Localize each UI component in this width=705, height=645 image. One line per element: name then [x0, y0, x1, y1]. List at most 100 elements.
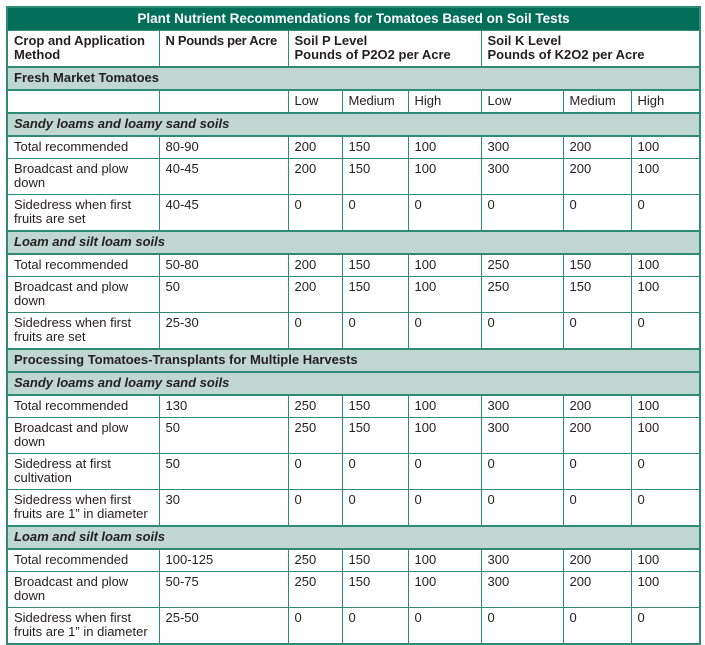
- npk-value-cell: 300: [480, 158, 564, 195]
- npk-value-cell: 0: [630, 194, 701, 232]
- table-row: Loam and silt loam soils: [6, 525, 701, 550]
- n-value-cell: 25-30: [158, 312, 289, 350]
- npk-value-cell: 100: [407, 394, 482, 418]
- table-row: Loam and silt loam soils: [6, 230, 701, 255]
- n-value-cell: 130: [158, 394, 289, 418]
- npk-value-cell: 0: [562, 194, 632, 232]
- level-header-cell: Low: [287, 89, 343, 114]
- npk-value-cell: 0: [407, 607, 482, 645]
- npk-value-cell: 100: [407, 571, 482, 608]
- npk-value-cell: 250: [480, 276, 564, 313]
- npk-value-cell: 0: [480, 489, 564, 527]
- npk-value-cell: 100: [407, 548, 482, 572]
- col-header-soil-k: Soil K Level Pounds of K2O2 per Acre: [480, 30, 701, 68]
- table-row: Sidedress when first fruits are 1” in di…: [6, 489, 701, 527]
- application-method-cell: Broadcast and plow down: [6, 417, 160, 454]
- application-method-cell: Sidedress when first fruits are set: [6, 312, 160, 350]
- level-header-cell: Medium: [341, 89, 409, 114]
- npk-value-cell: 0: [480, 453, 564, 490]
- npk-value-cell: 250: [287, 394, 343, 418]
- n-value-cell: 50: [158, 453, 289, 490]
- nutrient-table: Plant Nutrient Recommendations for Tomat…: [6, 6, 702, 645]
- table-row: Total recommended 100-125 250 150 100 300 200 1…: [6, 548, 701, 572]
- npk-value-cell: 200: [562, 158, 632, 195]
- application-method-cell: Total recommended: [6, 548, 160, 572]
- npk-value-cell: 0: [341, 312, 409, 350]
- table-row: Total recommended 130 250 150 100 300 200 100: [6, 394, 701, 418]
- npk-value-cell: 300: [480, 135, 564, 159]
- soil-k-units-label: Pounds of K2O2 per Acre: [487, 47, 645, 62]
- npk-value-cell: 0: [341, 489, 409, 527]
- npk-value-cell: 0: [287, 607, 343, 645]
- n-value-cell: 30: [158, 489, 289, 527]
- npk-value-cell: 150: [341, 276, 409, 313]
- table-row: Sidedress when first fruits are 1” in di…: [6, 607, 701, 645]
- npk-value-cell: 150: [341, 394, 409, 418]
- npk-value-cell: 0: [287, 194, 343, 232]
- npk-value-cell: 150: [341, 417, 409, 454]
- soil-p-level-label: Soil P Level: [294, 33, 368, 48]
- npk-value-cell: 100: [630, 253, 701, 277]
- soil-k-level-label: Soil K Level: [487, 33, 562, 48]
- col-header-crop-method: Crop and Application Method: [6, 30, 160, 68]
- npk-value-cell: 100: [407, 158, 482, 195]
- npk-value-cell: 200: [287, 276, 343, 313]
- table-body: Fresh Market Tomatoes Low Medium High Low Med…: [6, 66, 701, 645]
- table-row: Sandy loams and loamy sand soils: [6, 371, 701, 396]
- npk-value-cell: 0: [562, 312, 632, 350]
- application-method-cell: Total recommended: [6, 394, 160, 418]
- col-header-n-pounds: N Pounds per Acre: [158, 30, 289, 68]
- table-row: Low Medium High Low Medium High: [6, 89, 701, 114]
- empty-cell: [158, 89, 289, 114]
- npk-value-cell: 100: [630, 158, 701, 195]
- table-row: Sandy loams and loamy sand soils: [6, 112, 701, 137]
- npk-value-cell: 150: [562, 253, 632, 277]
- application-method-cell: Sidedress when first fruits are 1” in di…: [6, 607, 160, 645]
- npk-value-cell: 200: [562, 394, 632, 418]
- npk-value-cell: 150: [341, 571, 409, 608]
- npk-value-cell: 100: [630, 394, 701, 418]
- application-method-cell: Broadcast and plow down: [6, 276, 160, 313]
- npk-value-cell: 100: [630, 548, 701, 572]
- npk-value-cell: 0: [630, 453, 701, 490]
- n-value-cell: 25-50: [158, 607, 289, 645]
- npk-value-cell: 100: [630, 417, 701, 454]
- npk-value-cell: 0: [341, 607, 409, 645]
- npk-value-cell: 300: [480, 394, 564, 418]
- n-value-cell: 50: [158, 417, 289, 454]
- crop-section-header-cell: Processing Tomatoes-Transplants for Mult…: [6, 348, 701, 373]
- npk-value-cell: 0: [341, 194, 409, 232]
- npk-value-cell: 250: [287, 548, 343, 572]
- soil-type-header-cell: Loam and silt loam soils: [6, 230, 701, 255]
- npk-value-cell: 0: [630, 607, 701, 645]
- npk-value-cell: 0: [407, 453, 482, 490]
- npk-value-cell: 100: [630, 135, 701, 159]
- npk-value-cell: 0: [407, 312, 482, 350]
- application-method-cell: Broadcast and plow down: [6, 158, 160, 195]
- npk-value-cell: 200: [562, 135, 632, 159]
- npk-value-cell: 200: [287, 135, 343, 159]
- crop-section-header-cell: Fresh Market Tomatoes: [6, 66, 701, 91]
- level-header-cell: High: [630, 89, 701, 114]
- application-method-cell: Broadcast and plow down: [6, 571, 160, 608]
- npk-value-cell: 0: [562, 489, 632, 527]
- table-row: Sidedress at first cultivation 50 0 0 0 0 0 0: [6, 453, 701, 490]
- npk-value-cell: 200: [562, 571, 632, 608]
- npk-value-cell: 300: [480, 417, 564, 454]
- npk-value-cell: 0: [287, 453, 343, 490]
- npk-value-cell: 0: [630, 312, 701, 350]
- column-header-row: Crop and Application Method N Pounds per…: [6, 30, 701, 68]
- table-row: Total recommended 50-80 200 150 100 250 150 100: [6, 253, 701, 277]
- npk-value-cell: 250: [480, 253, 564, 277]
- npk-value-cell: 200: [562, 417, 632, 454]
- npk-value-cell: 150: [341, 548, 409, 572]
- npk-value-cell: 150: [341, 135, 409, 159]
- table-row: Broadcast and plow down 50-75 250 150 100 300…: [6, 571, 701, 608]
- level-header-cell: High: [407, 89, 482, 114]
- table-row: Sidedress when first fruits are set 40-45…: [6, 194, 701, 232]
- npk-value-cell: 250: [287, 417, 343, 454]
- table-row: Total recommended 80-90 200 150 100 300 200 100: [6, 135, 701, 159]
- npk-value-cell: 0: [287, 489, 343, 527]
- application-method-cell: Total recommended: [6, 135, 160, 159]
